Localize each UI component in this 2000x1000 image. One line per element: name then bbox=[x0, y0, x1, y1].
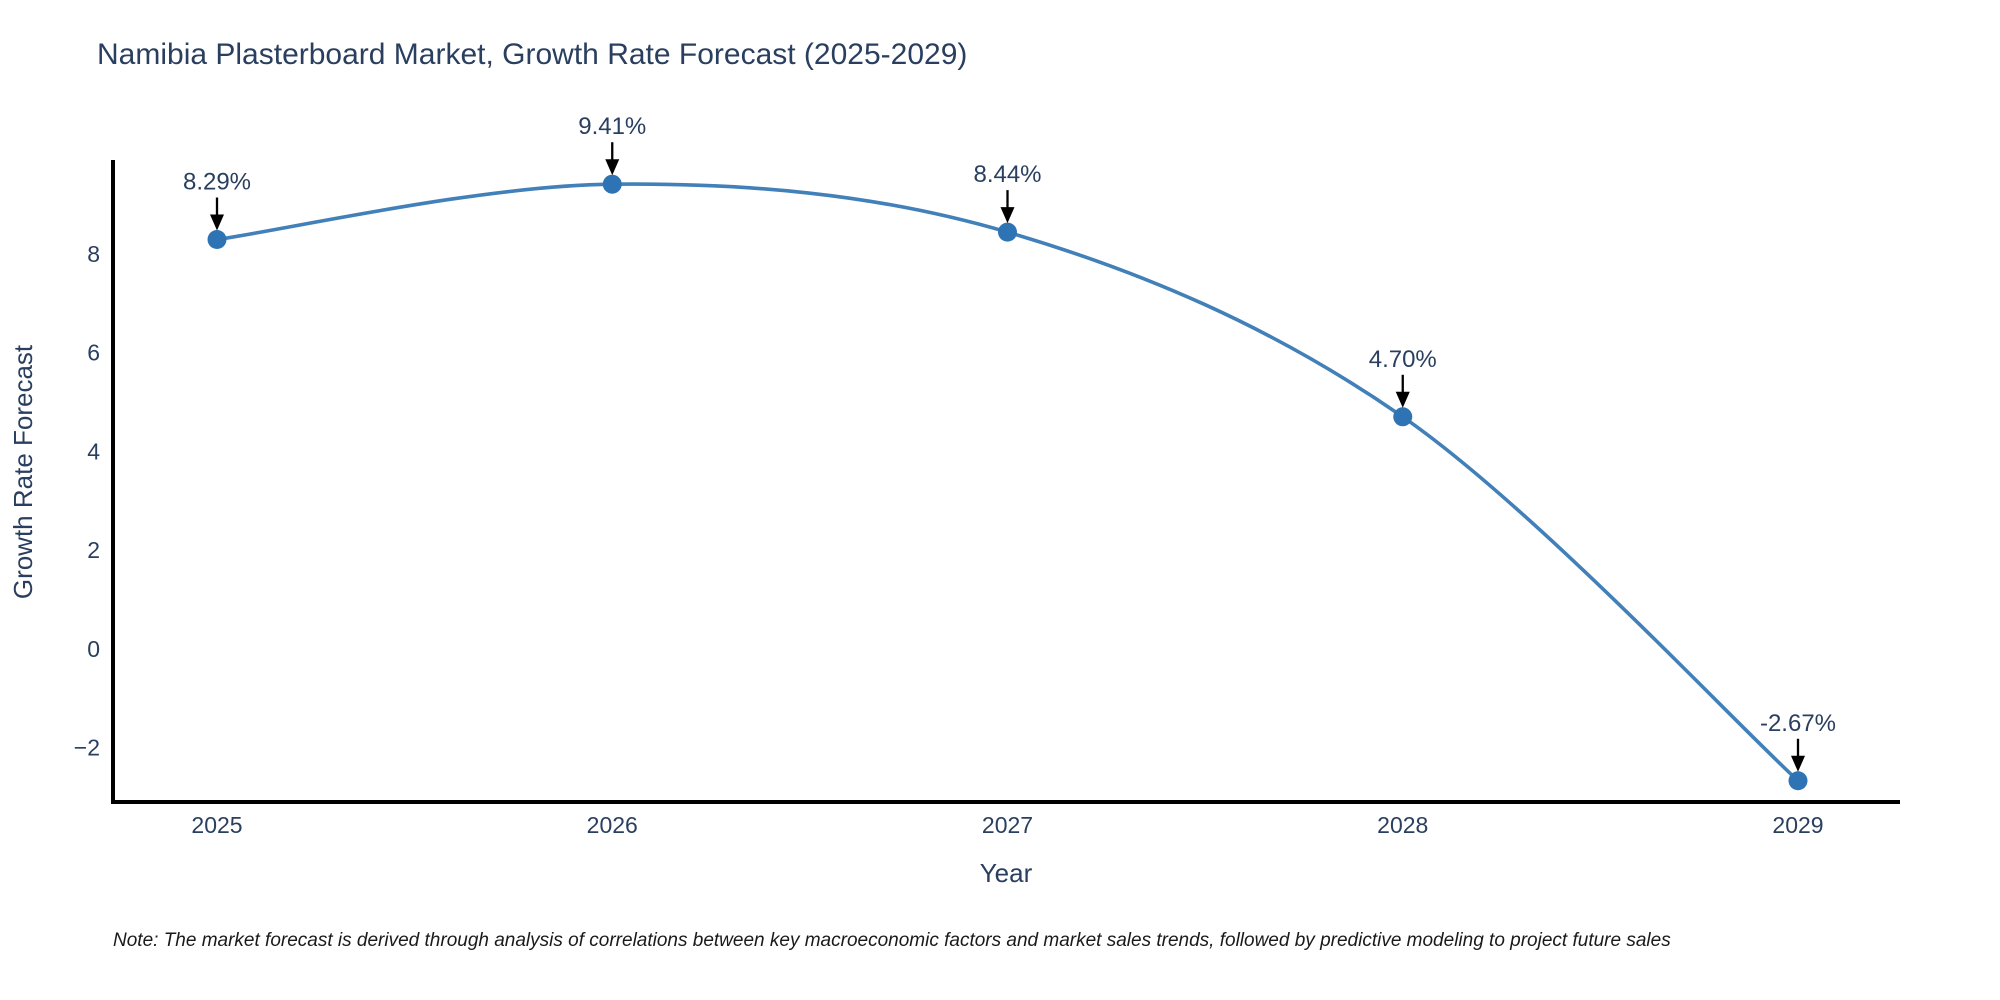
x-tick-label: 2026 bbox=[587, 812, 638, 838]
data-point-2025[interactable] bbox=[207, 230, 227, 250]
y-tick-label: 2 bbox=[87, 537, 100, 563]
x-axis-ticks: 2025 2026 2027 2028 2029 bbox=[191, 812, 1823, 838]
data-point-2026[interactable] bbox=[602, 174, 622, 194]
annotation-label: 9.41% bbox=[578, 113, 646, 140]
data-point-2027[interactable] bbox=[998, 222, 1017, 242]
y-axis-ticks: 8 6 4 2 0 −2 bbox=[74, 241, 100, 761]
x-tick-label: 2028 bbox=[1377, 812, 1428, 838]
x-tick-label: 2027 bbox=[982, 812, 1033, 838]
trace-group bbox=[215, 182, 1800, 783]
annotation-2026: 9.41% bbox=[578, 113, 646, 176]
data-point-2029[interactable] bbox=[1788, 771, 1808, 791]
annotation-label: 8.44% bbox=[973, 161, 1041, 188]
y-tick-label: 0 bbox=[87, 636, 100, 662]
y-tick-label: 4 bbox=[87, 438, 100, 464]
y-tick-label: 6 bbox=[87, 340, 100, 366]
annotation-group: 8.29% 9.41% 8.44% 4.70% -2.67% bbox=[183, 113, 1836, 772]
y-tick-label: −2 bbox=[74, 735, 100, 761]
annotation-arrowhead bbox=[1791, 755, 1805, 772]
annotation-2025: 8.29% bbox=[183, 169, 251, 231]
marker-group bbox=[207, 174, 1808, 791]
annotation-arrowhead bbox=[1000, 207, 1015, 224]
x-tick-label: 2025 bbox=[191, 812, 242, 838]
footnote: Note: The market forecast is derived thr… bbox=[113, 930, 1671, 951]
annotation-label: -2.67% bbox=[1760, 710, 1836, 737]
annotation-arrowhead bbox=[210, 214, 224, 231]
annotation-2028: 4.70% bbox=[1369, 346, 1437, 408]
y-axis-title: Growth Rate Forecast bbox=[8, 344, 38, 599]
data-point-2028[interactable] bbox=[1393, 407, 1413, 427]
trace-line bbox=[215, 182, 1800, 783]
annotation-2029: -2.67% bbox=[1760, 710, 1836, 772]
plot-area[interactable] bbox=[113, 160, 1900, 802]
annotation-label: 8.29% bbox=[183, 169, 251, 196]
chart-title: Namibia Plasterboard Market, Growth Rate… bbox=[97, 38, 968, 71]
annotation-label: 4.70% bbox=[1369, 346, 1437, 373]
x-tick-label: 2029 bbox=[1772, 812, 1823, 838]
annotation-arrowhead bbox=[605, 159, 620, 176]
y-tick-label: 8 bbox=[87, 241, 100, 267]
annotation-arrowhead bbox=[1395, 391, 1410, 408]
x-axis-title: Year bbox=[980, 858, 1033, 888]
annotation-2027: 8.44% bbox=[973, 161, 1042, 224]
